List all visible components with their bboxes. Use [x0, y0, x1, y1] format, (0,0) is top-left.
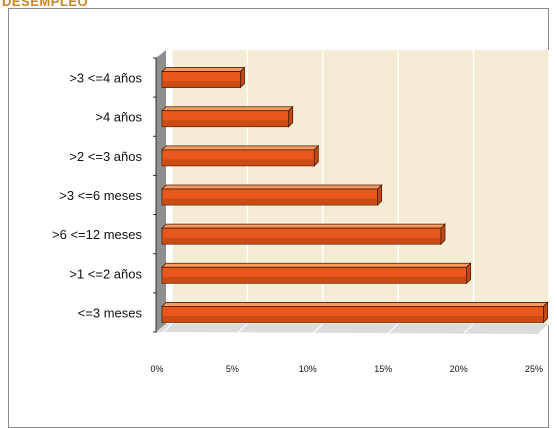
x-tick-label: 20% [450, 364, 468, 374]
bar-shade [162, 316, 544, 323]
category-label: >1 <=2 años [69, 266, 142, 281]
bar-shade [162, 276, 467, 284]
floor-gridline [161, 323, 173, 334]
bar-end-face [440, 223, 446, 246]
bar-shade [162, 237, 441, 245]
category-label: >6 <=12 meses [52, 227, 142, 242]
floor-gridline [387, 323, 399, 334]
bar-top-face [161, 262, 472, 268]
floor-gridline [538, 323, 550, 334]
bar-top-face [161, 145, 320, 151]
bar-shade [162, 81, 241, 88]
bar-end-face [377, 184, 383, 206]
category-label: >2 <=3 años [69, 149, 142, 164]
category-label: <=3 meses [78, 305, 143, 320]
bar-top-face [161, 67, 246, 72]
bar-top-face [161, 106, 294, 112]
bar-top-face [161, 184, 383, 190]
bar-top-face [161, 223, 446, 229]
category-label: >3 <=4 años [69, 71, 142, 86]
bar [161, 105, 294, 128]
bar [161, 262, 472, 285]
bar [161, 184, 383, 206]
x-tick-label: 5% [226, 364, 239, 374]
bar-shade [162, 198, 378, 205]
category-label: >3 <=6 meses [59, 188, 142, 203]
x-tick-label: 25% [525, 364, 543, 374]
bar-end-face [288, 105, 294, 128]
bar-top-face [161, 302, 549, 307]
floor-gridline [463, 323, 474, 334]
bar [161, 223, 446, 246]
category-label: >4 años [95, 110, 142, 125]
x-tick-label: 15% [374, 364, 392, 374]
floor-gridline [312, 323, 324, 334]
bar [161, 144, 320, 167]
bar-shade [162, 159, 315, 166]
bar-end-face [466, 262, 472, 285]
page-title-fragment: DESEMPLEO [2, 0, 89, 9]
bar-end-face [240, 66, 245, 89]
bar-end-face [543, 301, 548, 324]
bar [161, 301, 549, 324]
plot-floor [156, 324, 549, 334]
floor-gridline [237, 323, 248, 334]
bar-end-face [313, 144, 319, 167]
bar [161, 66, 246, 89]
x-tick-label: 10% [299, 364, 317, 374]
bar-shade [162, 120, 289, 127]
x-tick-label: 0% [150, 364, 163, 374]
